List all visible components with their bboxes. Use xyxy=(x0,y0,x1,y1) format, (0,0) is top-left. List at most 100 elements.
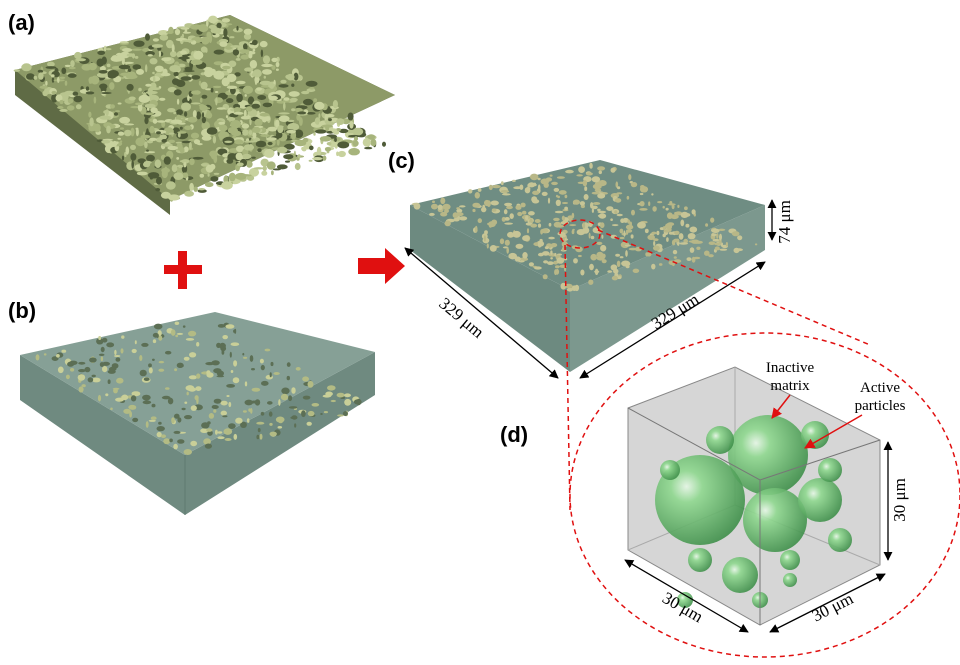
texture xyxy=(124,129,132,137)
texture xyxy=(224,438,232,441)
texture xyxy=(256,421,265,425)
annotation: Active xyxy=(860,380,900,396)
texture xyxy=(712,238,720,242)
texture xyxy=(673,238,680,243)
texture xyxy=(159,134,167,140)
texture xyxy=(737,235,743,241)
texture xyxy=(481,206,487,213)
texture xyxy=(266,137,277,141)
texture xyxy=(139,369,147,377)
texture xyxy=(611,275,619,281)
texture xyxy=(130,127,135,137)
texture xyxy=(674,211,679,215)
texture xyxy=(658,263,663,266)
texture xyxy=(190,59,203,65)
texture xyxy=(200,46,208,53)
texture xyxy=(286,135,291,139)
texture xyxy=(136,68,144,75)
texture xyxy=(560,282,567,290)
texture xyxy=(336,151,339,157)
texture xyxy=(257,428,261,433)
texture xyxy=(158,30,169,36)
texture xyxy=(234,139,244,145)
texture xyxy=(562,247,565,251)
texture xyxy=(644,228,649,234)
texture xyxy=(600,244,607,252)
texture xyxy=(631,209,635,216)
texture xyxy=(212,135,217,144)
texture xyxy=(526,228,530,234)
texture xyxy=(706,426,734,454)
texture xyxy=(130,395,137,402)
texture xyxy=(291,108,296,112)
texture xyxy=(590,235,595,240)
texture xyxy=(302,376,309,382)
texture xyxy=(506,205,513,210)
texture xyxy=(226,98,234,104)
texture xyxy=(205,88,212,91)
texture xyxy=(206,19,209,27)
texture xyxy=(625,265,630,269)
texture xyxy=(614,210,618,215)
texture xyxy=(561,215,566,221)
texture xyxy=(330,139,334,148)
texture xyxy=(190,440,198,447)
texture xyxy=(131,391,141,397)
texture xyxy=(158,421,162,425)
texture xyxy=(121,56,125,65)
texture xyxy=(597,208,601,212)
texture xyxy=(235,172,247,180)
texture xyxy=(219,124,228,132)
texture xyxy=(504,222,513,225)
texture xyxy=(243,356,248,359)
texture xyxy=(72,91,79,96)
texture xyxy=(353,136,359,141)
texture xyxy=(474,192,480,199)
texture xyxy=(168,139,176,144)
texture xyxy=(261,63,273,68)
texture xyxy=(231,130,242,137)
texture xyxy=(174,368,178,372)
texture xyxy=(265,374,273,380)
texture xyxy=(198,188,206,191)
texture xyxy=(616,260,621,267)
texture xyxy=(336,392,345,398)
texture xyxy=(263,75,266,79)
texture xyxy=(100,346,105,353)
texture xyxy=(655,455,745,545)
texture xyxy=(506,247,510,254)
texture xyxy=(220,400,228,406)
texture xyxy=(33,75,38,80)
texture xyxy=(653,245,660,251)
texture xyxy=(260,49,264,58)
texture xyxy=(669,201,673,205)
texture xyxy=(504,217,510,221)
texture xyxy=(98,353,105,356)
texture xyxy=(51,90,57,95)
texture xyxy=(242,153,252,160)
texture xyxy=(598,170,602,175)
texture xyxy=(260,364,265,371)
texture xyxy=(518,260,525,263)
texture xyxy=(101,139,111,144)
texture xyxy=(295,154,298,157)
texture xyxy=(639,201,645,207)
texture xyxy=(251,103,260,109)
texture xyxy=(110,407,113,411)
texture xyxy=(90,75,100,85)
texture xyxy=(337,414,344,417)
texture xyxy=(176,157,180,160)
texture xyxy=(524,187,531,194)
texture xyxy=(201,422,210,429)
texture xyxy=(161,139,167,143)
texture xyxy=(491,208,497,212)
texture xyxy=(477,218,482,224)
texture xyxy=(67,98,74,104)
texture xyxy=(145,83,152,87)
texture xyxy=(216,107,226,110)
texture xyxy=(440,197,446,205)
texture xyxy=(158,335,163,341)
texture xyxy=(99,83,108,90)
texture xyxy=(176,362,184,368)
texture xyxy=(143,377,150,382)
